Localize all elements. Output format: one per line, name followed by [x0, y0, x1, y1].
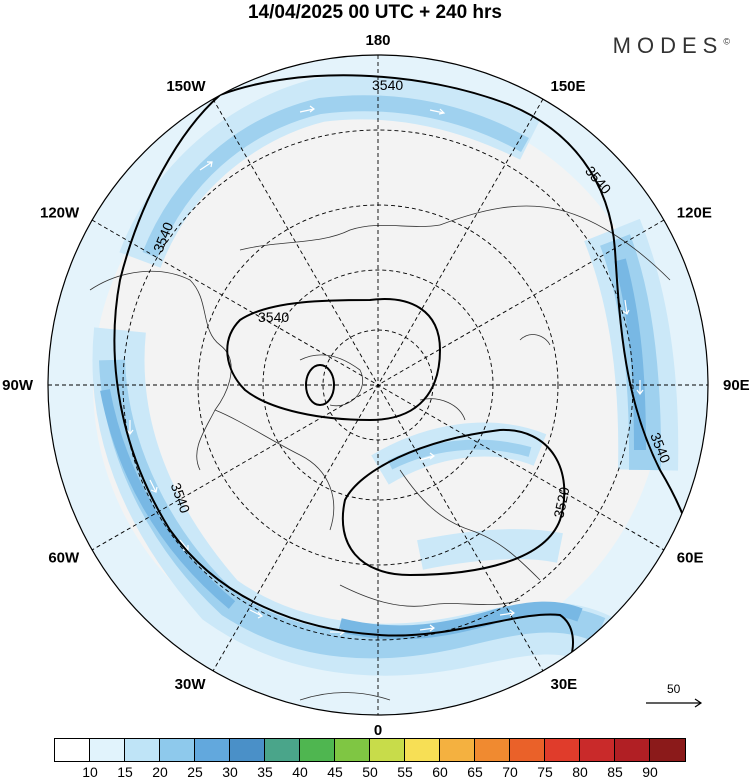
colorbar-cell — [475, 739, 510, 761]
longitude-label: 150E — [551, 78, 586, 95]
colorbar-tick-label: 25 — [187, 764, 203, 780]
longitude-label: 90E — [723, 377, 750, 394]
colorbar-tick-label: 45 — [327, 764, 343, 780]
longitude-label: 60W — [48, 550, 80, 567]
colorbar-cell — [650, 739, 685, 761]
colorbar-cell — [90, 739, 125, 761]
wind-vectors — [126, 105, 644, 636]
colorbar-tick-label: 90 — [642, 764, 658, 780]
longitude-label: 90W — [2, 377, 34, 394]
colorbar-cell — [195, 739, 230, 761]
colorbar-cell — [405, 739, 440, 761]
brand-mark: © — [723, 36, 730, 47]
colorbar-tick-label: 75 — [537, 764, 553, 780]
colorbar-cell — [580, 739, 615, 761]
contour-label: 3520 — [550, 485, 572, 519]
colorbar-tick-label: 35 — [257, 764, 273, 780]
colorbar-cell — [335, 739, 370, 761]
colorbar-ticks: 10 15 20 25 30 35 40 45 50 55 60 65 70 75 80 85 90 — [54, 764, 704, 782]
colorbar-tick-label: 15 — [117, 764, 133, 780]
colorbar-tick-label: 20 — [152, 764, 168, 780]
brand-logo: MODES© — [613, 33, 730, 59]
colorbar-tick-label: 50 — [362, 764, 378, 780]
height-contours — [113, 69, 701, 661]
colorbar-cell — [55, 739, 90, 761]
brand-name: MODES — [612, 33, 724, 58]
longitude-label: 0 — [374, 722, 382, 735]
colorbar-cell — [615, 739, 650, 761]
colorbar-tick-label: 60 — [432, 764, 448, 780]
colorbar-cell — [510, 739, 545, 761]
longitude-label: 30E — [551, 676, 578, 693]
colorbar-cell — [230, 739, 265, 761]
colorbar-tick-label: 30 — [222, 764, 238, 780]
longitude-label: 180 — [365, 32, 390, 49]
colorbar-tick-label: 10 — [82, 764, 98, 780]
colorbar-cell — [440, 739, 475, 761]
colorbar-tick-label: 55 — [397, 764, 413, 780]
colorbar-tick-label: 65 — [467, 764, 483, 780]
contour-label: 3540 — [372, 77, 403, 93]
colorbar-tick-label: 80 — [572, 764, 588, 780]
longitude-label: 60E — [677, 550, 704, 567]
colorbar-cell — [125, 739, 160, 761]
reference-vector-arrow-icon — [646, 698, 703, 708]
longitude-labels: 180 150E 120E 90E 60E 30E 0 30W 60W 90W 120W 150W — [2, 32, 750, 735]
colorbar-tick-label: 70 — [502, 764, 518, 780]
map-title: 14/04/2025 00 UTC + 240 hrs — [247, 2, 503, 23]
map-border — [47, 54, 709, 716]
colorbar-tick-label: 85 — [607, 764, 623, 780]
longitude-label: 120W — [40, 205, 80, 222]
colorbar — [54, 738, 686, 762]
colorbar-cell — [160, 739, 195, 761]
colorbar-cell — [370, 739, 405, 761]
colorbar-tick-label: 40 — [292, 764, 308, 780]
longitude-label: 30W — [175, 676, 207, 693]
colorbar-cell — [545, 739, 580, 761]
colorbar-cell — [300, 739, 335, 761]
longitude-label: 150W — [166, 78, 206, 95]
reference-vector-label: 50 — [667, 682, 681, 696]
contour-label: 3540 — [258, 309, 289, 325]
longitude-label: 120E — [677, 205, 712, 222]
colorbar-cell — [265, 739, 300, 761]
polar-stereographic-map: 3540 3540 3540 3540 3540 3540 3520 18015… — [2, 32, 750, 735]
